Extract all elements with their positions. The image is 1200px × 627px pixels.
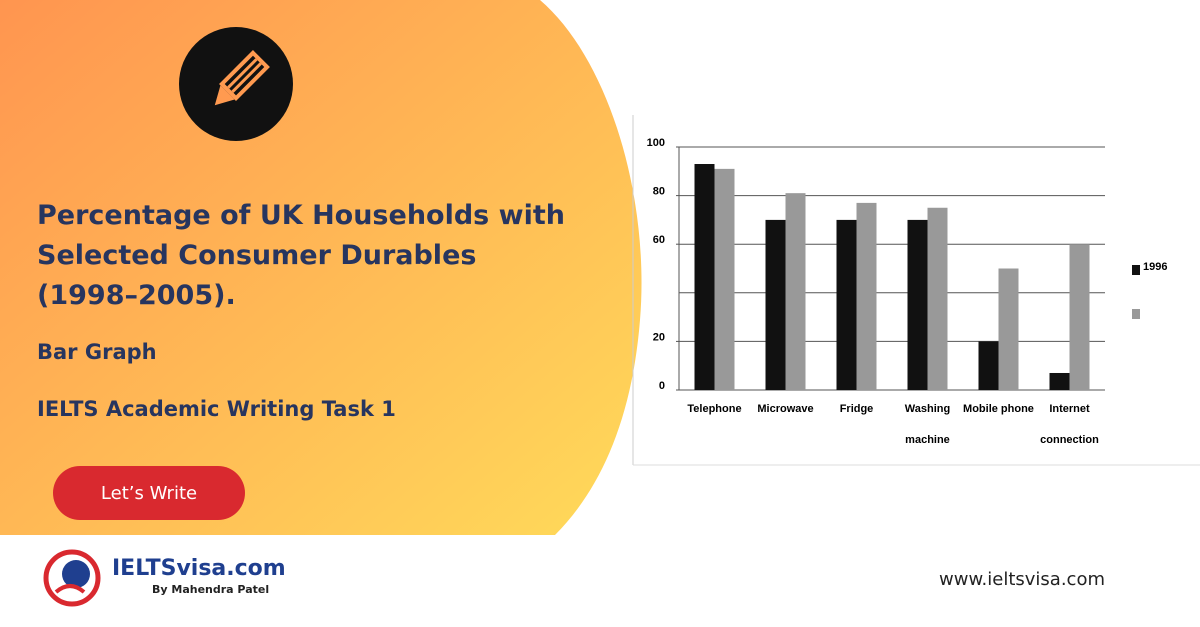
url: www.ieltsvisa.com <box>939 569 1105 590</box>
legend-label: 1996 <box>1143 261 1167 273</box>
bar <box>927 207 948 390</box>
x-tick-label-box: Telephone <box>687 403 742 415</box>
x-tick-label: Fridge <box>839 403 874 415</box>
bar <box>978 341 999 390</box>
byline: By Mahendra Patel <box>152 583 270 596</box>
x-tick-label-box: Mobile phone <box>963 403 1034 415</box>
bar <box>714 168 735 390</box>
brand: IELTSvisa.com <box>112 556 286 581</box>
y-tick-label: 20 <box>653 331 665 343</box>
x-tick-label: Telephone <box>687 403 742 415</box>
lets-write-button[interactable]: Let’s Write <box>53 466 245 520</box>
legend-swatch <box>1132 309 1140 319</box>
legend-swatch <box>1132 265 1140 275</box>
x-tick-label-box: Washing machine <box>904 403 951 446</box>
x-tick-label-box: Microwave <box>757 403 814 415</box>
title: Percentage of UK Households with Selecte… <box>37 200 565 311</box>
x-tick-label-box: Fridge <box>839 403 874 415</box>
pencil-icon <box>214 50 270 106</box>
bar <box>907 219 928 390</box>
logo-book <box>54 584 86 594</box>
bar <box>785 193 806 390</box>
orange-panel <box>0 0 642 535</box>
y-tick-label: 80 <box>653 186 665 198</box>
y-tick-label: 100 <box>647 137 665 149</box>
x-tick-label-box: Internet connection <box>1040 403 1099 446</box>
chart-kind: Bar Graph <box>37 340 157 364</box>
task: IELTS Academic Writing Task 1 <box>37 397 396 421</box>
bar <box>836 219 857 390</box>
x-tick-label: Mobile phone <box>963 403 1034 415</box>
bar <box>998 268 1019 390</box>
x-tick-label: Washing machine <box>904 403 951 446</box>
y-tick-label: 60 <box>653 234 665 246</box>
bar <box>694 164 715 390</box>
bar <box>856 202 877 390</box>
bar <box>1069 244 1090 390</box>
icon-circle <box>179 27 293 141</box>
bar <box>1049 372 1070 390</box>
logo-globe <box>62 560 90 588</box>
bar <box>765 219 786 390</box>
x-tick-label: Microwave <box>757 403 814 415</box>
y-tick-label: 0 <box>659 380 665 392</box>
x-tick-label: Internet connection <box>1040 403 1099 446</box>
